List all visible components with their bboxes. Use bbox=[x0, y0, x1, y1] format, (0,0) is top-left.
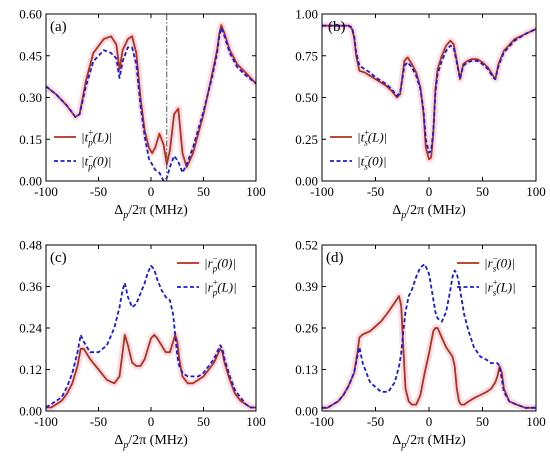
x-tick-label: -50 bbox=[367, 414, 384, 429]
x-tick-label: 50 bbox=[197, 184, 210, 199]
legend: |t+ p(L)| |t− p(0)| bbox=[54, 128, 112, 172]
series-group bbox=[46, 264, 256, 411]
x-tick-label: -100 bbox=[34, 184, 58, 199]
legend-label: |r+ p(L)| bbox=[204, 278, 237, 298]
series-glow bbox=[46, 331, 256, 411]
y-tick-label: 0.00 bbox=[19, 404, 42, 419]
x-tick-label: 0 bbox=[148, 414, 155, 429]
series-glow bbox=[46, 21, 256, 171]
x-tick-label: 100 bbox=[526, 414, 546, 429]
x-tick-label: -50 bbox=[367, 184, 384, 199]
y-tick-label: 0.50 bbox=[295, 90, 318, 105]
x-tick-label: 50 bbox=[476, 184, 489, 199]
x-tick-label: 0 bbox=[426, 184, 433, 199]
series-line bbox=[46, 334, 256, 409]
y-tick-label: 0.36 bbox=[19, 279, 42, 294]
panel-1: -100 -50 0 50 100 0.00 0.15 0.30 0.45 0.60 Δp/2π (… bbox=[19, 7, 266, 222]
legend-label: |r− p(0)| bbox=[204, 254, 236, 274]
panel-label: (d) bbox=[326, 250, 344, 266]
panel-3: -100 -50 0 50 100 0.00 0.12 0.24 0.36 0.48 Δp/2π (… bbox=[19, 238, 266, 452]
x-axis-title: Δp/2π (MHz) bbox=[114, 203, 188, 221]
series-line bbox=[322, 24, 536, 154]
x-tick-label: -50 bbox=[90, 414, 107, 429]
panel-label: (b) bbox=[328, 19, 346, 35]
y-tick-label: 0.75 bbox=[295, 48, 318, 63]
y-tick-label: 0.00 bbox=[19, 174, 42, 189]
x-axis-title: Δp/2π (MHz) bbox=[392, 203, 466, 221]
y-tick-label: 0.45 bbox=[19, 48, 42, 63]
x-axis-title: Δp/2π (MHz) bbox=[114, 433, 188, 451]
legend-label: |t+ s(L)| bbox=[357, 128, 387, 148]
legend-label: |t− s(0)| bbox=[357, 152, 387, 172]
y-tick-label: 0.52 bbox=[295, 238, 318, 253]
x-tick-label: 100 bbox=[246, 414, 266, 429]
x-tick-label: 100 bbox=[526, 184, 546, 199]
y-tick-label: 0.30 bbox=[19, 90, 42, 105]
series-line bbox=[322, 24, 536, 161]
legend-label: |t+ p(L)| bbox=[81, 128, 112, 148]
x-tick-label: 0 bbox=[426, 414, 433, 429]
x-tick-label: 0 bbox=[148, 184, 155, 199]
panel-4: -100 -50 0 50 100 0.00 0.13 0.26 0.39 0.52 Δp/2π (… bbox=[295, 238, 546, 452]
series-glow bbox=[322, 22, 536, 163]
legend: |t+ s(L)| |t− s(0)| bbox=[330, 128, 387, 172]
legend-label: |t− p(0)| bbox=[81, 152, 112, 172]
legend-label: |r+ s(L)| bbox=[484, 278, 516, 298]
y-tick-label: 0.48 bbox=[19, 238, 42, 253]
y-tick-label: 0.13 bbox=[295, 362, 318, 377]
x-tick-label: 50 bbox=[197, 414, 210, 429]
y-tick-label: 0.60 bbox=[19, 7, 42, 22]
y-tick-label: 0.00 bbox=[295, 404, 318, 419]
x-tick-label: -100 bbox=[310, 414, 334, 429]
series-group bbox=[322, 22, 536, 163]
y-tick-label: 0.25 bbox=[295, 132, 318, 147]
y-tick-label: 0.39 bbox=[295, 279, 318, 294]
legend: |r− s(0)| |r+ s(L)| bbox=[457, 254, 516, 298]
x-tick-label: -100 bbox=[310, 184, 334, 199]
y-tick-label: 0.24 bbox=[19, 321, 42, 336]
panel-2: -100 -50 0 50 100 0.00 0.25 0.50 0.75 1.00 Δp/2π (… bbox=[295, 7, 546, 222]
x-tick-label: -50 bbox=[90, 184, 107, 199]
series-line bbox=[322, 263, 536, 409]
panel-label: (a) bbox=[50, 19, 67, 35]
legend-label: |r− s(0)| bbox=[484, 254, 515, 274]
y-tick-label: 1.00 bbox=[295, 7, 318, 22]
x-axis-title: Δp/2π (MHz) bbox=[392, 433, 466, 451]
x-tick-label: 100 bbox=[246, 184, 266, 199]
legend: |r− p(0)| |r+ p(L)| bbox=[177, 254, 237, 298]
series-line bbox=[322, 295, 536, 409]
x-tick-label: -100 bbox=[34, 414, 58, 429]
series-line bbox=[46, 27, 256, 181]
x-tick-label: 50 bbox=[476, 414, 489, 429]
panel-label: (c) bbox=[50, 250, 67, 266]
series-group bbox=[322, 263, 536, 411]
series-line bbox=[46, 264, 256, 409]
y-tick-label: 0.12 bbox=[19, 362, 42, 377]
y-tick-label: 0.00 bbox=[295, 174, 318, 189]
y-tick-label: 0.15 bbox=[19, 132, 42, 147]
y-tick-label: 0.26 bbox=[295, 321, 318, 336]
series-group bbox=[46, 21, 256, 181]
